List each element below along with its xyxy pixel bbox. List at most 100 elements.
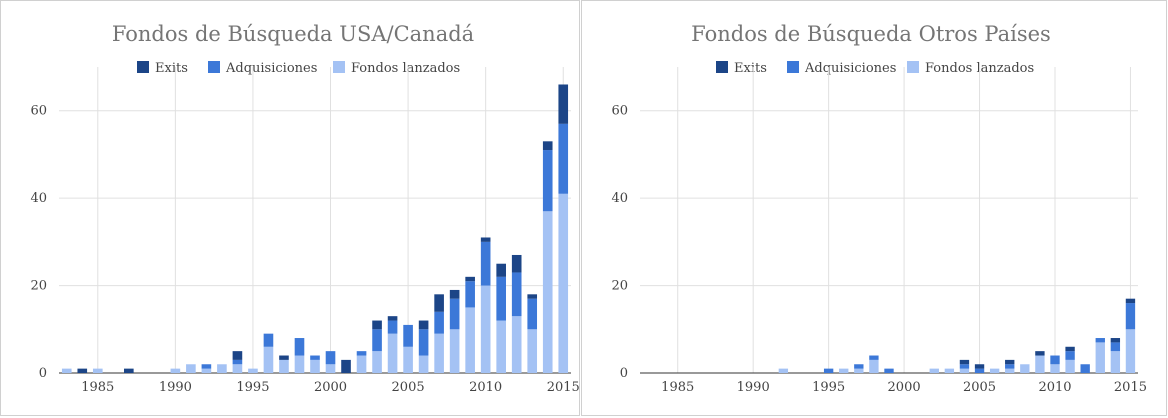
bar-segment-adquisiciones-2006 <box>418 329 429 356</box>
bar-segment-fondos-lanzados-1992 <box>778 368 789 373</box>
bar-segment-exits-2004 <box>387 316 398 321</box>
y-tick-label: 0 <box>39 366 47 381</box>
bar-segment-adquisiciones-1997 <box>854 364 864 369</box>
bar-segment-fondos-lanzados-1997 <box>279 359 289 373</box>
bar-segment-fondos-lanzados-1996 <box>839 368 849 373</box>
bar-segment-fondos-lanzados-2010 <box>480 285 491 373</box>
bar-segment-exits-2014 <box>1110 338 1121 343</box>
bar-segment-fondos-lanzados-1985 <box>92 368 103 373</box>
bar-segment-adquisiciones-2013 <box>1095 338 1105 343</box>
bar-segment-adquisiciones-2012 <box>1080 364 1090 373</box>
bar-segment-adquisiciones-2005 <box>974 368 985 373</box>
bar-segment-exits-2011 <box>1065 346 1075 352</box>
bar-segment-adquisiciones-1992 <box>201 364 212 369</box>
x-tick-label: 2010 <box>1038 380 1071 395</box>
bar-segment-fondos-lanzados-2013 <box>527 329 538 373</box>
bar-segment-adquisiciones-1996 <box>263 333 274 347</box>
bar-segment-adquisiciones-2005 <box>403 324 413 347</box>
legend-swatch-adquisiciones <box>208 61 220 73</box>
bar-segment-fondos-lanzados-2011 <box>496 320 506 373</box>
bar-segment-fondos-lanzados-2007 <box>434 333 444 373</box>
bar-segment-exits-2005 <box>974 364 985 369</box>
bar-segment-adquisiciones-2010 <box>1050 355 1060 365</box>
bar-segment-adquisiciones-2004 <box>959 364 970 369</box>
x-tick-label: 2015 <box>547 380 579 395</box>
y-tick-label: 0 <box>620 366 628 381</box>
bar-segment-fondos-lanzados-2008 <box>1020 364 1030 373</box>
x-tick-label: 1990 <box>737 380 770 395</box>
y-tick-label: 60 <box>611 104 628 119</box>
legend-swatch-fondos-lanzados <box>907 61 919 73</box>
x-tick-label: 2000 <box>888 380 921 395</box>
bar-segment-adquisiciones-1999 <box>310 355 320 360</box>
bar-segment-adquisiciones-2013 <box>527 298 538 330</box>
bar-segment-adquisiciones-2015 <box>558 123 569 194</box>
x-tick-label: 1995 <box>236 380 269 395</box>
chart-panel-usa-canada: Fondos de Búsqueda USA/Canadá Exits Adquis… <box>0 0 580 416</box>
bar-segment-fondos-lanzados-2003 <box>372 351 382 373</box>
bar-segment-adquisiciones-2010 <box>480 241 491 286</box>
y-tick-label: 40 <box>30 191 47 206</box>
bar-segment-fondos-lanzados-2011 <box>1065 359 1075 373</box>
legend: Exits Adquisiciones Fondos lanzados <box>137 61 460 76</box>
x-tick-label: 2005 <box>963 380 996 395</box>
x-tick-label: 1995 <box>812 380 845 395</box>
x-tick-label: 2015 <box>1114 380 1147 395</box>
bar-segment-adquisiciones-2009 <box>465 281 475 308</box>
gridlines <box>59 67 571 374</box>
bar-segment-adquisiciones-1999 <box>884 368 894 373</box>
bar-segment-adquisiciones-2002 <box>356 351 367 356</box>
bar-segment-fondos-lanzados-2004 <box>387 333 398 373</box>
legend-label: Exits <box>155 61 188 76</box>
legend-label: Adquisiciones <box>225 61 317 76</box>
bar-segment-adquisiciones-2015 <box>1125 303 1136 330</box>
bar-segment-adquisiciones-2011 <box>1065 351 1075 360</box>
bar-segment-fondos-lanzados-1992 <box>201 368 212 373</box>
bar-segment-fondos-lanzados-2007 <box>1005 368 1015 373</box>
bar-segment-adquisiciones-1998 <box>869 355 879 360</box>
bar-segment-fondos-lanzados-2002 <box>929 368 939 373</box>
y-tick-label: 60 <box>30 104 47 119</box>
bar-segment-exits-2008 <box>449 289 460 299</box>
bar-segment-exits-1987 <box>124 368 134 373</box>
legend-swatch-exits <box>137 61 149 73</box>
bar-segment-fondos-lanzados-1990 <box>170 368 181 373</box>
bar-segment-fondos-lanzados-2000 <box>325 364 336 373</box>
bar-segment-exits-2014 <box>542 141 553 151</box>
bar-segment-exits-2009 <box>1035 351 1045 356</box>
bar-segment-adquisiciones-2008 <box>449 298 460 330</box>
bar-segment-adquisiciones-1998 <box>294 338 305 356</box>
bar-segment-exits-2013 <box>527 294 538 299</box>
chart-title: Fondos de Búsqueda USA/Canadá <box>112 22 474 46</box>
bar-segment-fondos-lanzados-2014 <box>542 211 553 373</box>
gridlines <box>640 67 1138 374</box>
bar-segment-exits-2003 <box>372 320 382 330</box>
bar-segment-fondos-lanzados-2012 <box>511 316 522 373</box>
bar-segment-fondos-lanzados-1998 <box>869 359 879 373</box>
bar-segment-fondos-lanzados-2006 <box>418 355 429 373</box>
bar-segment-fondos-lanzados-1991 <box>186 364 196 373</box>
bar-segment-fondos-lanzados-2015 <box>558 193 569 373</box>
bar-segment-exits-2010 <box>480 237 491 242</box>
bar-segment-fondos-lanzados-2006 <box>989 368 1000 373</box>
bar-segment-fondos-lanzados-1999 <box>310 359 320 373</box>
x-tick-label: 2010 <box>469 380 502 395</box>
bar-segment-exits-2011 <box>496 263 506 277</box>
bar-segment-fondos-lanzados-1994 <box>232 364 243 373</box>
bar-segment-adquisiciones-2004 <box>387 320 398 334</box>
legend: Exits Adquisiciones Fondos lanzados <box>716 61 1034 76</box>
bar-segment-fondos-lanzados-1996 <box>263 346 274 373</box>
bar-segment-fondos-lanzados-2010 <box>1050 364 1060 373</box>
y-tick-label: 40 <box>611 191 628 206</box>
bar-segment-exits-2007 <box>434 294 444 312</box>
bar-segment-fondos-lanzados-1998 <box>294 355 305 373</box>
chart-title: Fondos de Búsqueda Otros Países <box>691 22 1051 46</box>
bar-segment-exits-2006 <box>418 320 429 330</box>
legend-label: Adquisiciones <box>804 61 896 76</box>
bar-segment-fondos-lanzados-2013 <box>1095 342 1105 373</box>
bar-segment-adquisiciones-2014 <box>542 150 553 212</box>
bars <box>61 84 569 373</box>
y-tick-label: 20 <box>30 279 47 294</box>
bar-segment-adquisiciones-2007 <box>1005 364 1015 369</box>
bar-segment-fondos-lanzados-2008 <box>449 329 460 373</box>
